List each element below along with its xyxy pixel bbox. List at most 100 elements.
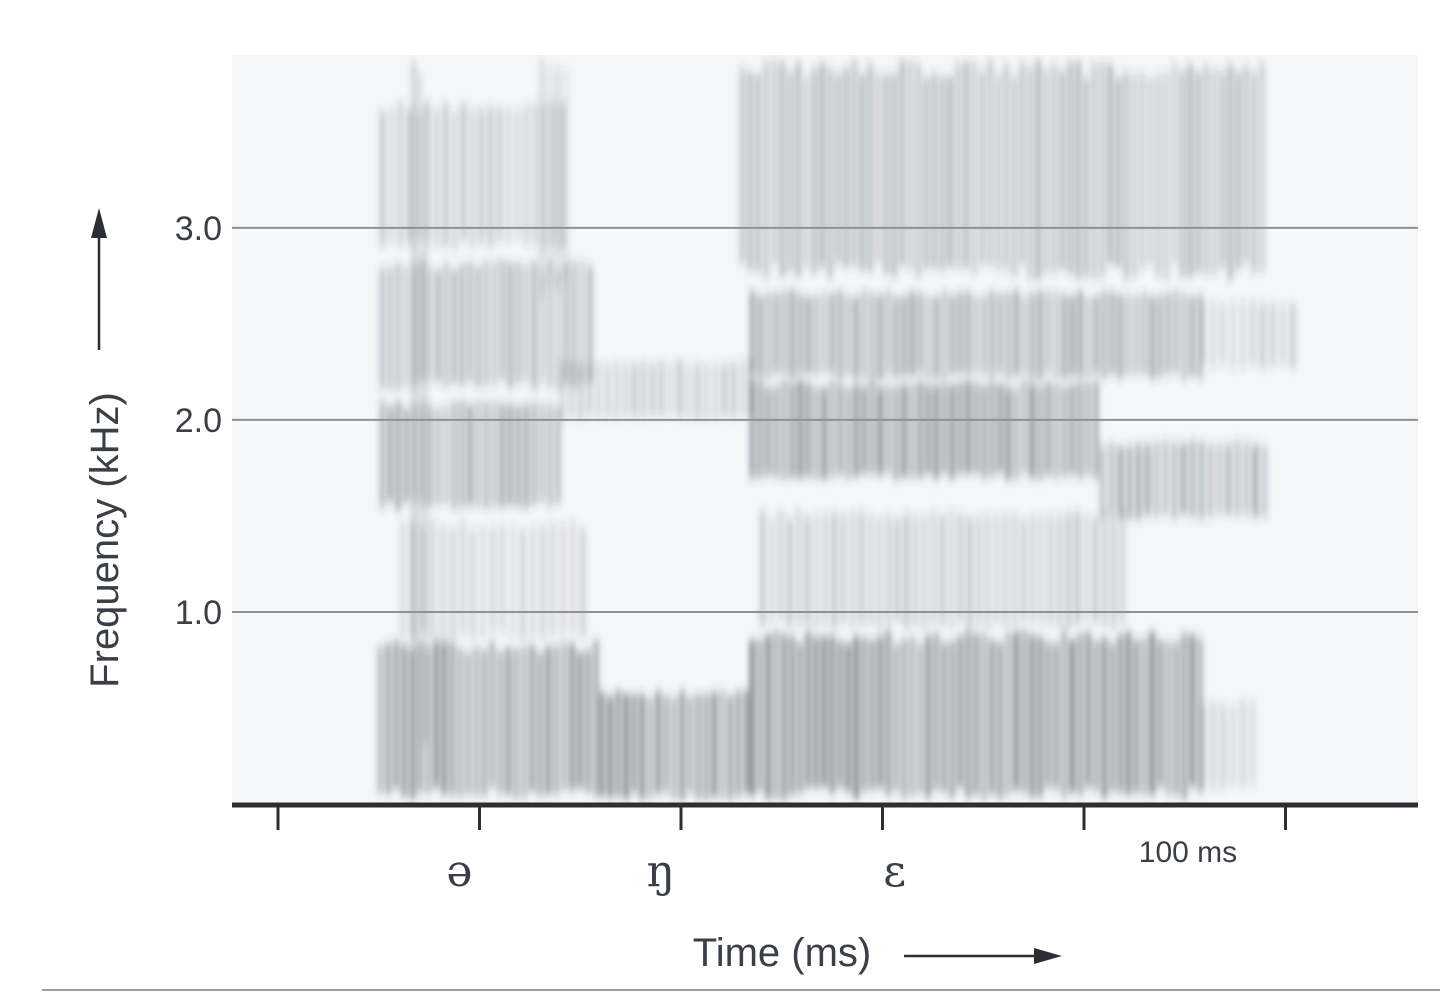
energy-striation: [760, 510, 765, 626]
energy-striation: [854, 384, 859, 477]
energy-striation: [932, 73, 937, 269]
energy-striation: [461, 103, 466, 241]
energy-striation: [1086, 382, 1091, 476]
energy-striation: [524, 105, 529, 245]
energy-striation: [444, 262, 449, 387]
energy-striation: [1240, 700, 1246, 787]
energy-striation: [1236, 72, 1241, 269]
energy-striation: [1102, 512, 1107, 627]
energy-striation: [1060, 71, 1065, 270]
energy-striation: [398, 101, 403, 247]
energy-striation: [522, 645, 527, 799]
energy-striation: [926, 385, 931, 474]
energy-striation: [1054, 383, 1059, 478]
energy-striation: [972, 61, 977, 275]
energy-striation: [686, 364, 691, 419]
energy-striation: [490, 526, 496, 632]
y-tick-label: 3.0: [175, 210, 222, 248]
energy-striation: [766, 293, 771, 379]
y-axis-title: Frequency (kHz): [83, 392, 127, 688]
energy-striation: [482, 649, 487, 796]
energy-striation: [870, 380, 875, 475]
energy-striation: [587, 364, 592, 416]
energy-striation: [796, 510, 801, 626]
energy-striation: [532, 402, 537, 505]
energy-striation: [436, 270, 441, 382]
energy-striation: [578, 652, 583, 789]
energy-striation: [731, 362, 736, 418]
energy-striation: [878, 295, 883, 380]
energy-striation: [632, 363, 637, 417]
energy-striation: [442, 641, 447, 795]
energy-striation: [1134, 640, 1139, 793]
energy-striation: [806, 296, 811, 374]
energy-striation: [1039, 515, 1044, 626]
energy-striation: [788, 71, 793, 272]
energy-striation: [1116, 77, 1121, 267]
energy-striation: [506, 108, 511, 243]
energy-striation: [623, 363, 628, 417]
energy-striation: [814, 295, 819, 375]
energy-striation: [677, 360, 682, 417]
energy-striation: [428, 405, 433, 507]
energy-striation: [614, 362, 619, 420]
energy-striation: [1022, 630, 1027, 793]
energy-striation: [1062, 294, 1067, 379]
energy-striation: [1068, 61, 1073, 274]
energy-striation: [420, 402, 425, 505]
energy-striation: [862, 386, 867, 474]
energy-striation: [452, 269, 457, 383]
energy-striation: [1044, 69, 1049, 274]
energy-striation: [1062, 631, 1067, 798]
energy-striation: [546, 646, 551, 795]
energy-striation: [1158, 295, 1163, 378]
energy-striation: [1092, 63, 1097, 279]
energy-striation: [1012, 513, 1017, 625]
energy-striation: [548, 260, 553, 389]
energy-striation: [769, 518, 774, 623]
energy-striation: [578, 362, 583, 420]
energy-striation: [877, 517, 882, 629]
energy-striation: [542, 102, 547, 249]
energy-striation: [884, 74, 889, 274]
energy-striation: [1210, 702, 1216, 789]
energy-striation: [892, 73, 897, 277]
energy-striation: [492, 260, 497, 385]
energy-striation: [554, 645, 559, 795]
energy-striation: [1078, 290, 1083, 377]
energy-striation: [996, 73, 1001, 270]
energy-striation: [492, 400, 497, 508]
energy-striation: [428, 267, 433, 383]
energy-striation: [1199, 441, 1204, 520]
energy-striation: [958, 514, 963, 622]
energy-striation: [386, 643, 391, 795]
energy-striation: [1244, 441, 1249, 516]
energy-striation: [804, 76, 809, 269]
energy-striation: [1022, 296, 1027, 375]
energy-striation: [1260, 62, 1265, 273]
energy-striation: [774, 293, 779, 374]
energy-striation: [560, 360, 565, 420]
energy-striation: [412, 61, 416, 799]
energy-striation: [998, 293, 1003, 374]
energy-striation: [913, 514, 918, 627]
energy-striation: [904, 513, 909, 629]
energy-striation: [1014, 631, 1019, 791]
energy-striation: [1181, 443, 1186, 515]
energy-striation: [940, 515, 945, 625]
energy-striation: [1158, 640, 1163, 788]
energy-striation: [1270, 303, 1276, 366]
energy-striation: [402, 645, 407, 797]
energy-striation: [958, 635, 963, 788]
energy-striation: [1220, 302, 1226, 365]
energy-striation: [966, 380, 971, 474]
energy-striation: [868, 64, 873, 272]
energy-striation: [902, 639, 907, 798]
energy-striation: [640, 694, 645, 799]
energy-striation: [838, 384, 843, 475]
frequency-gridlines: [232, 226, 1418, 613]
energy-striation: [548, 404, 553, 507]
energy-striation: [798, 642, 803, 793]
energy-striation: [1142, 292, 1147, 375]
energy-striation: [1030, 634, 1035, 797]
